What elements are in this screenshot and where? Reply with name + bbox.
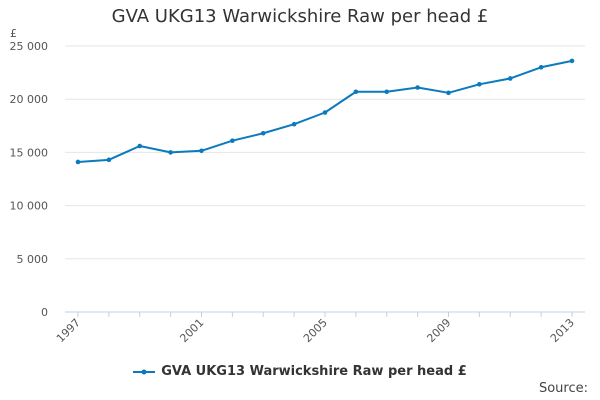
y-axis: 0 5 000 10 000 15 000 20 000 25 000 xyxy=(10,40,49,319)
y-tick-label: 0 xyxy=(41,306,48,319)
data-point[interactable] xyxy=(353,89,359,95)
x-tick-label: 2009 xyxy=(424,316,453,345)
data-point[interactable] xyxy=(137,143,143,149)
legend-label: GVA UKG13 Warwickshire Raw per head £ xyxy=(161,364,467,379)
x-tick-label: 2001 xyxy=(177,316,206,345)
data-point[interactable] xyxy=(477,82,482,87)
data-point[interactable] xyxy=(384,89,390,95)
source-label: Source: xyxy=(538,381,588,396)
y-tick-label: 10 000 xyxy=(10,200,49,213)
data-point[interactable] xyxy=(168,150,173,155)
legend[interactable]: GVA UKG13 Warwickshire Raw per head £ xyxy=(0,364,600,379)
data-point[interactable] xyxy=(507,76,513,81)
gridlines xyxy=(65,45,585,260)
x-tick-label: 2013 xyxy=(548,316,577,345)
y-axis-unit-label: £ xyxy=(10,27,17,40)
y-tick-label: 25 000 xyxy=(10,40,49,53)
data-point[interactable] xyxy=(260,130,266,136)
y-tick-label: 15 000 xyxy=(10,146,49,159)
data-point[interactable] xyxy=(446,90,451,96)
series-layer xyxy=(75,58,575,165)
data-point[interactable] xyxy=(322,110,328,115)
y-tick-label: 5 000 xyxy=(17,253,49,266)
chart-title: GVA UKG13 Warwickshire Raw per head £ xyxy=(111,6,489,27)
data-point[interactable] xyxy=(291,121,297,127)
data-point[interactable] xyxy=(569,58,575,64)
data-point[interactable] xyxy=(538,64,544,70)
x-tick-label: 2005 xyxy=(301,316,330,345)
data-point[interactable] xyxy=(199,148,204,154)
data-point[interactable] xyxy=(75,159,81,165)
legend-line-icon xyxy=(133,369,156,374)
data-point[interactable] xyxy=(415,85,420,90)
y-tick-label: 20 000 xyxy=(10,93,49,106)
x-tick-label: 1997 xyxy=(54,316,83,345)
data-point[interactable] xyxy=(106,157,112,163)
x-axis: 1997 2001 2005 2009 2013 xyxy=(54,311,585,345)
data-point[interactable] xyxy=(230,138,235,143)
